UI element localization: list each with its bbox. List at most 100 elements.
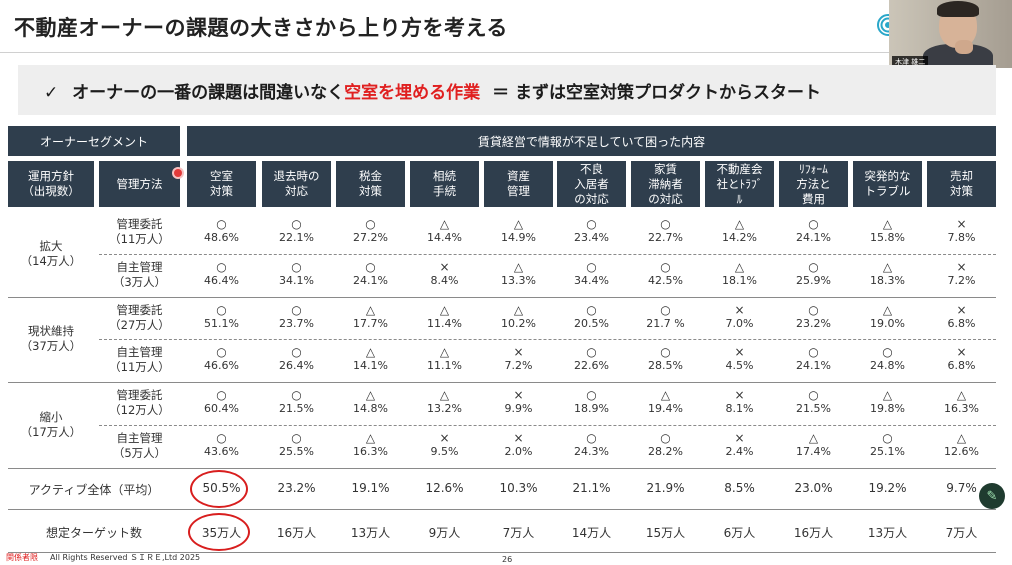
percentage-value: 21.5% [279, 402, 314, 416]
method-label: 自主管理 （5万人） [112, 431, 167, 460]
slide-title: 不動産オーナーの課題の大きさから上り方を考える [14, 16, 508, 40]
segment-header: オーナーセグメント [8, 126, 180, 156]
key-message-banner: ✓ オーナーの一番の課題は間違いなく空室を埋める作業 ＝ まずは空室対策プロダク… [18, 65, 996, 115]
table-cell: ○ 26.4% [262, 345, 331, 373]
percentage-value: 23.2% [796, 316, 831, 330]
rating-symbol: ○ [660, 217, 671, 231]
table-cell: ○ 25.9% [779, 260, 848, 288]
policy-column-header: 運用方針 （出現数） [8, 161, 94, 207]
rating-symbol: △ [734, 259, 745, 274]
rating-symbol: ○ [216, 388, 227, 403]
rating-symbol: △ [660, 388, 671, 403]
percentage-value: 2.4% [725, 445, 754, 458]
banner-text-post: ＝ まずは空室対策プロダクトからスタート [492, 83, 822, 103]
table-cell: ○ 21.5% [262, 388, 331, 416]
percentage-value: 12.6% [944, 445, 979, 458]
column-header: 家賃 滞納者 の対応 [631, 161, 700, 207]
percentage-value: 43.6% [204, 445, 239, 458]
rating-symbol: × [439, 431, 450, 445]
percentage-value: 2.0% [504, 445, 533, 458]
rating-symbol: ○ [808, 302, 819, 317]
percentage-value: 23.7% [279, 316, 314, 330]
table-cell: ○ 23.4% [557, 217, 626, 245]
table-cell: ○ 60.4% [187, 388, 256, 416]
column-header: 売却 対策 [927, 161, 996, 207]
summary-value: 16万人 [793, 526, 834, 540]
percentage-value: 15.8% [870, 231, 905, 244]
percentage-value: 24.8% [870, 359, 905, 373]
column-header: 空室 対策 [187, 161, 256, 207]
column-header: 不良 入居者 の対応 [557, 161, 626, 207]
summary-divider [8, 509, 996, 510]
table-cell: △ 19.8% [853, 388, 922, 416]
percentage-value: 14.1% [353, 359, 388, 373]
title-divider [0, 52, 1012, 53]
percentage-value: 34.1% [279, 273, 314, 287]
rating-symbol: ○ [586, 302, 597, 317]
table-cell: ○ 21.5% [779, 388, 848, 416]
table-cell: △ 18.1% [705, 260, 774, 288]
table-cell: × 8.4% [410, 260, 479, 288]
percentage-value: 26.4% [279, 359, 314, 373]
rating-symbol: △ [513, 217, 524, 231]
percentage-value: 17.4% [796, 445, 831, 458]
column-header: 突発的な トラブル [853, 161, 922, 207]
summary-value: 12.6% [425, 481, 464, 495]
rating-symbol: ○ [586, 388, 597, 403]
percentage-value: 21.7 % [646, 316, 685, 330]
rating-symbol: △ [439, 345, 450, 360]
summary-value: 7万人 [502, 526, 535, 540]
percentage-value: 7.0% [725, 316, 754, 330]
percentage-value: 18.1% [722, 273, 757, 287]
summary-value: 9万人 [428, 526, 461, 540]
rating-symbol: △ [439, 388, 450, 403]
percentage-value: 46.4% [204, 273, 239, 287]
rating-symbol: ○ [216, 217, 227, 231]
percentage-value: 14.4% [427, 231, 462, 244]
table-cell: × 7.2% [484, 345, 553, 373]
table-cell: ○ 22.7% [631, 217, 700, 245]
table-cell: △ 17.7% [336, 303, 405, 331]
percentage-value: 4.5% [725, 359, 754, 373]
page-number: 26 [502, 555, 513, 564]
table-cell: ○ 28.5% [631, 345, 700, 373]
summary-value: 21.1% [572, 481, 611, 495]
table-cell: × 7.0% [705, 303, 774, 331]
percentage-value: 42.5% [648, 273, 683, 287]
summary-value: 21.9% [646, 481, 685, 495]
rating-symbol: ○ [882, 345, 893, 360]
summary-value: 19.1% [351, 481, 390, 495]
table-cell: ○ 20.5% [557, 303, 626, 331]
pencil-icon[interactable]: ✎ [979, 483, 1005, 509]
percentage-value: 10.2% [501, 316, 536, 330]
rating-symbol: ○ [216, 302, 227, 317]
percentage-value: 14.8% [353, 402, 388, 416]
summary-value: 23.0% [794, 481, 833, 495]
table-cell: △ 14.4% [410, 217, 479, 245]
percentage-value: 28.5% [648, 359, 683, 373]
percentage-value: 27.2% [353, 231, 388, 244]
row-divider [99, 425, 996, 426]
summary-value: 15万人 [645, 526, 686, 540]
rating-symbol: △ [956, 431, 967, 445]
rating-symbol: ○ [586, 259, 597, 274]
segment-label: 拡大 （14万人） [20, 238, 82, 268]
percentage-value: 22.1% [279, 231, 314, 244]
table-cell: △ 13.3% [484, 260, 553, 288]
rating-symbol: ○ [660, 259, 671, 274]
segment-divider [8, 467, 996, 469]
video-thumbnail[interactable]: 木津 雄二 [889, 0, 1012, 68]
table-cell: ○ 18.9% [557, 388, 626, 416]
percentage-value: 9.9% [504, 402, 533, 416]
percentage-value: 14.9% [501, 231, 536, 244]
rating-symbol: △ [882, 388, 893, 403]
percentage-value: 25.1% [870, 445, 905, 458]
summary-divider [8, 552, 996, 553]
rating-symbol: ○ [291, 431, 302, 445]
percentage-value: 7.2% [947, 273, 976, 287]
table-cell: ○ 24.1% [779, 217, 848, 245]
copyright: All Rights Reserved ＳＩＲＥ,Ltd 2025 [50, 553, 201, 562]
method-label: 自主管理 （11万人） [109, 345, 170, 375]
percentage-value: 11.1% [427, 359, 462, 373]
percentage-value: 8.4% [430, 273, 459, 287]
